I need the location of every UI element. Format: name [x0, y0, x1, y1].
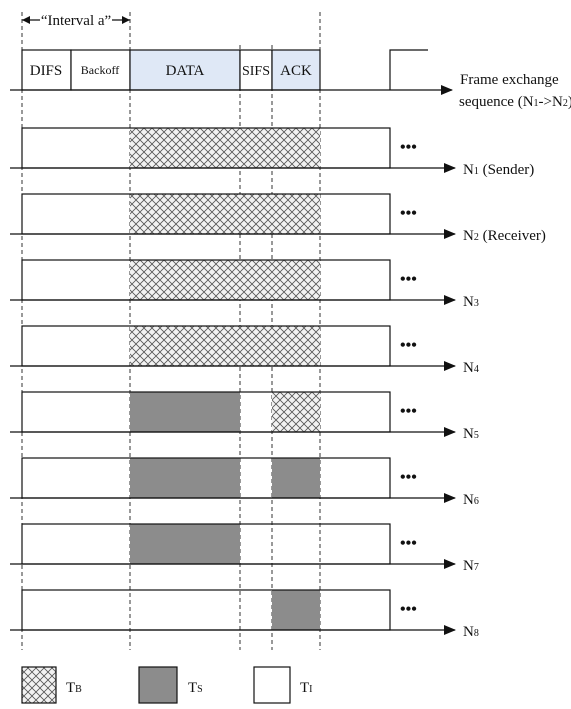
- frame-exchange-sequence-label: sequence (N1->N2): [459, 94, 571, 110]
- frame-exchange-label: Frame exchange: [460, 72, 559, 88]
- node-label: N4: [463, 360, 479, 376]
- ack-cell: [271, 49, 321, 91]
- legend-idle-swatch: [253, 666, 291, 704]
- node-label: N8: [463, 624, 479, 640]
- ack-busy-block: [272, 194, 320, 234]
- sifs-busy-block: [240, 194, 272, 234]
- ack-success-block: [272, 458, 320, 498]
- ack-success-block: [272, 590, 320, 630]
- ack-busy-block: [272, 326, 320, 366]
- node-row-1: ••• N1 (Sender): [10, 127, 534, 178]
- data-success-block: [130, 392, 240, 432]
- data-busy-block: [130, 194, 240, 234]
- node-row-3: ••• N3: [10, 259, 479, 310]
- ack-busy-block: [272, 392, 320, 432]
- node-timeline-frame: [21, 589, 391, 631]
- phase-label-data: DATA: [166, 63, 205, 79]
- node-label: N5: [463, 426, 479, 442]
- legend-busy-swatch: [21, 666, 57, 704]
- node-row-5: ••• N5: [10, 391, 479, 442]
- node-label: N3: [463, 294, 479, 310]
- sifs-busy-block: [240, 128, 272, 168]
- node-row-4: ••• N4: [10, 325, 479, 376]
- interval-a-annotation: “Interval a”: [22, 13, 130, 29]
- next-frame-pulse: [389, 49, 428, 90]
- phase-label-ack: ACK: [280, 63, 312, 79]
- continuation-ellipsis: •••: [400, 139, 417, 156]
- sifs-busy-block: [240, 326, 272, 366]
- continuation-ellipsis: •••: [400, 601, 417, 618]
- node-label: N2 (Receiver): [463, 228, 546, 244]
- interval-a-label: “Interval a”: [41, 13, 111, 29]
- node-row-6: ••• N6: [10, 457, 479, 508]
- ack-busy-block: [272, 128, 320, 168]
- node-row-8: ••• N8: [10, 589, 479, 640]
- continuation-ellipsis: •••: [400, 403, 417, 420]
- legend-success-swatch: [138, 666, 178, 704]
- node-row-7: ••• N7: [10, 523, 479, 574]
- node-label: N6: [463, 492, 479, 508]
- legend: TB TS TI: [21, 666, 313, 704]
- node-rows: ••• N1 (Sender) ••• N2 (Receiver) ••• N3 ••• N4…: [10, 127, 546, 640]
- legend-success-label: TS: [188, 680, 203, 696]
- continuation-ellipsis: •••: [400, 337, 417, 354]
- continuation-ellipsis: •••: [400, 469, 417, 486]
- phase-label-backoff: Backoff: [81, 63, 119, 77]
- data-success-block: [130, 524, 240, 564]
- data-busy-block: [130, 326, 240, 366]
- legend-idle-label: TI: [300, 680, 313, 696]
- ack-busy-block: [272, 260, 320, 300]
- continuation-ellipsis: •••: [400, 271, 417, 288]
- node-label: N7: [463, 558, 479, 574]
- data-busy-block: [130, 128, 240, 168]
- phase-label-sifs: SIFS: [242, 64, 270, 79]
- data-success-block: [130, 458, 240, 498]
- node-label: N1 (Sender): [463, 162, 534, 178]
- legend-busy-label: TB: [66, 680, 82, 696]
- continuation-ellipsis: •••: [400, 205, 417, 222]
- sifs-busy-block: [240, 260, 272, 300]
- phase-label-difs: DIFS: [30, 63, 63, 79]
- continuation-ellipsis: •••: [400, 535, 417, 552]
- frame-exchange-header: DIFS Backoff DATA SIFS ACK Frame exchang…: [10, 49, 571, 110]
- data-busy-block: [130, 260, 240, 300]
- node-row-2: ••• N2 (Receiver): [10, 193, 546, 244]
